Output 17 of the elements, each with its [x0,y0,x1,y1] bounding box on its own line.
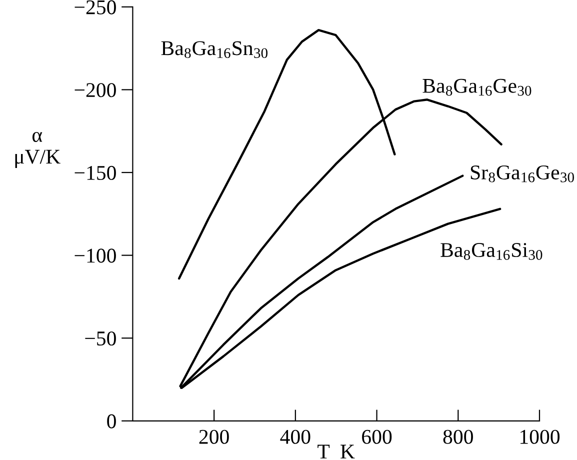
y-tick-label: −250 [74,0,116,14]
y-axis-title: α μV/K [15,132,60,168]
x-axis-title: T K [318,444,355,458]
x-tick-label: 800 [443,430,473,444]
series-label: Ba$_{8}$Ga$_{16}$Ge$_{30}$ [422,78,532,96]
x-tick-label: 200 [199,430,229,444]
series-label: Sr$_{8}$Ga$_{16}$Ge$_{30}$ [470,165,574,182]
y-tick-label: −100 [74,248,116,263]
y-tick-label: −150 [74,166,116,180]
y-tick-label: 0 [107,414,116,428]
x-tick-label: 1000 [520,430,560,444]
y-tick-label: −200 [74,83,116,98]
series-label: Ba$_{8}$Ga$_{16}$Sn$_{30}$ [161,41,268,58]
y-tick-label: −50 [85,331,116,346]
series-label: Ba$_{8}$Ga$_{16}$Si$_{30}$ [440,243,542,260]
x-tick-label: 400 [280,430,310,444]
x-tick-label: 600 [362,430,392,444]
